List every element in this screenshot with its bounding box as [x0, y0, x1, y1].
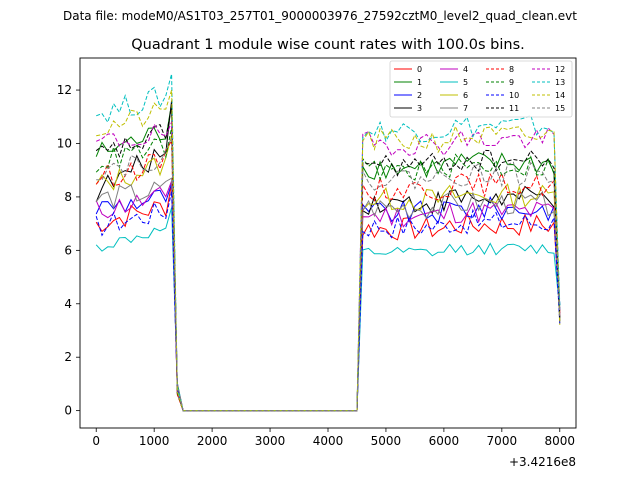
x-tick-label: 2000 [197, 434, 228, 448]
x-axis-ticks: 0 1000 2000 3000 4000 5000 6000 7000 8000 [92, 428, 575, 448]
legend-label-6: 6 [463, 91, 468, 100]
x-tick-label: 5000 [371, 434, 402, 448]
y-tick-label: 6 [64, 243, 72, 257]
data-file-label: Data file: modeM0/AS1T03_257T01_90000039… [63, 9, 577, 23]
legend-label-5: 5 [463, 78, 468, 87]
x-tick-label: 1000 [139, 434, 170, 448]
x-tick-label: 7000 [487, 434, 518, 448]
series-line-15 [96, 137, 561, 412]
y-tick-label: 0 [64, 404, 72, 418]
legend-label-13: 13 [555, 78, 565, 87]
x-offset-label: +3.4216e8 [509, 455, 576, 469]
chart-title: Quadrant 1 module wise count rates with … [131, 37, 525, 53]
x-tick-label: 6000 [429, 434, 460, 448]
plot-area: 0 1000 2000 3000 4000 5000 6000 7000 8000 0 2 4 6 8 1… [57, 57, 577, 448]
legend-label-7: 7 [463, 104, 468, 113]
y-tick-label: 8 [64, 190, 72, 204]
legend-label-14: 14 [555, 91, 565, 100]
legend-label-8: 8 [509, 65, 514, 74]
legend-label-10: 10 [509, 91, 519, 100]
legend-label-11: 11 [509, 104, 519, 113]
y-tick-label: 10 [57, 136, 72, 150]
x-tick-label: 0 [92, 434, 100, 448]
legend-label-15: 15 [555, 104, 565, 113]
legend-label-9: 9 [509, 78, 514, 87]
x-tick-label: 4000 [313, 434, 344, 448]
series-layer [95, 73, 561, 412]
y-tick-label: 4 [64, 297, 72, 311]
legend-label-2: 2 [417, 91, 422, 100]
x-tick-label: 8000 [545, 434, 576, 448]
x-tick-label: 3000 [255, 434, 286, 448]
legend-label-12: 12 [555, 65, 565, 74]
legend-label-3: 3 [417, 104, 422, 113]
series-line-14 [96, 89, 561, 412]
y-axis-ticks: 0 2 4 6 8 10 12 [57, 83, 80, 418]
legend-label-0: 0 [417, 65, 422, 74]
legend-label-4: 4 [463, 65, 468, 74]
y-tick-label: 12 [57, 83, 72, 97]
legend-label-1: 1 [417, 78, 422, 87]
y-tick-label: 2 [64, 350, 72, 364]
legend-box [389, 60, 573, 118]
